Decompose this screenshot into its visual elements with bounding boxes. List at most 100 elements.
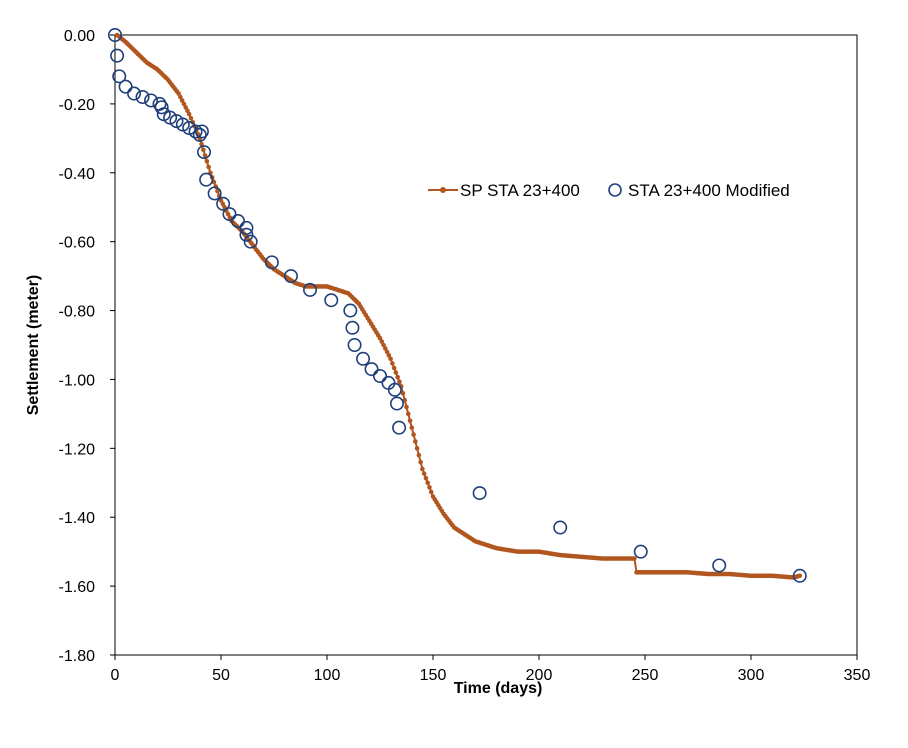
- sp-sta-point: [202, 153, 208, 158]
- sta-modified-point: [110, 48, 125, 63]
- sp-sta-point: [407, 418, 413, 424]
- legend: SP STA 23+400 STA 23+400 Modified: [428, 181, 790, 200]
- sta-modified-point: [392, 420, 407, 435]
- sta-modified-point: [192, 127, 207, 142]
- sp-sta-point: [388, 356, 393, 362]
- sp-sta-point: [418, 459, 423, 465]
- y-tick-label: -1.60: [59, 579, 96, 596]
- sta-modified-point: [216, 196, 231, 211]
- x-tick-label: 250: [632, 667, 659, 684]
- plot-area: [114, 34, 858, 656]
- sp-sta-point: [186, 111, 192, 117]
- y-axis-ticks: 0.00 -0.20 -0.40 -0.60 -0.80 -1.00 -1.20 -1.40 -…: [59, 28, 115, 665]
- sta-modified-point: [356, 351, 371, 366]
- sp-sta-point: [201, 147, 206, 153]
- y-tick-label: -1.40: [59, 510, 96, 527]
- y-tick-label: -1.80: [59, 648, 96, 665]
- sp-sta-point: [797, 573, 803, 579]
- sp-sta-point: [632, 556, 637, 561]
- sp-sta-point: [188, 115, 194, 121]
- sta-modified-point: [792, 568, 807, 583]
- sta-modified-point: [222, 207, 237, 222]
- x-axis-ticks: 0 50 100 150 200 250 300 350: [111, 655, 871, 684]
- y-tick-label: -1.20: [59, 441, 96, 458]
- y-tick-label: -0.40: [59, 166, 96, 183]
- sp-sta-point: [414, 446, 420, 451]
- sp-sta-point: [181, 101, 187, 107]
- sp-sta-point: [185, 108, 190, 114]
- sp-sta-point: [225, 211, 231, 217]
- sta-modified-point: [230, 214, 245, 229]
- sta-modified-point: [135, 90, 150, 105]
- sp-sta-point: [204, 159, 210, 164]
- legend-label-sp-sta: SP STA 23+400: [460, 181, 580, 200]
- sp-sta-point: [176, 91, 181, 96]
- sta-modified-point: [372, 368, 387, 383]
- legend-marker-sta-modified: [608, 183, 622, 197]
- sp-sta-point: [178, 94, 183, 100]
- sp-sta-point: [402, 397, 408, 403]
- sta-modified-point: [239, 220, 254, 235]
- sta-modified-point: [324, 293, 339, 308]
- sp-sta-point: [227, 215, 233, 220]
- sp-sta-point: [386, 353, 392, 358]
- series-layer: [108, 27, 807, 583]
- sp-sta-point: [400, 390, 406, 396]
- sp-sta-point: [395, 374, 400, 380]
- sta-modified-point: [207, 186, 222, 201]
- y-tick-label: -1.00: [59, 372, 96, 389]
- sp-sta-point: [381, 342, 386, 348]
- sp-sta-point: [423, 475, 429, 481]
- sp-sta-point: [379, 339, 385, 344]
- sp-sta-point: [420, 466, 425, 472]
- sp-sta-point: [411, 432, 416, 437]
- sta-modified-point: [347, 337, 362, 352]
- y-axis-title: Settlement (meter): [25, 275, 42, 415]
- sta-modified-point: [243, 234, 258, 249]
- sta-modified-point: [712, 558, 727, 573]
- sta-modified-point: [239, 227, 254, 242]
- sp-sta-point: [179, 98, 185, 103]
- sta-modified-point: [127, 86, 142, 101]
- x-tick-label: 200: [526, 667, 553, 684]
- x-tick-label: 50: [212, 667, 230, 684]
- sta-modified-point: [364, 362, 379, 377]
- sta-modified-point: [199, 172, 214, 187]
- sta-modified-point: [112, 69, 127, 84]
- x-tick-label: 100: [314, 667, 341, 684]
- sp-sta-point: [377, 335, 383, 341]
- sp-sta-point: [427, 485, 432, 490]
- sta-modified-point: [303, 282, 318, 297]
- y-tick-label: 0.00: [64, 28, 95, 45]
- sp-sta-point: [199, 141, 204, 147]
- sta-modified-point: [553, 520, 568, 535]
- sta-modified-point: [345, 320, 360, 335]
- legend-label-sta-modified: STA 23+400 Modified: [628, 181, 790, 200]
- sp-sta-point: [220, 201, 226, 207]
- sta-modified-point: [472, 486, 487, 501]
- sp-sta-point: [421, 471, 427, 476]
- sta-modified-point: [633, 544, 648, 559]
- y-tick-label: -0.60: [59, 235, 96, 252]
- sta-modified-point: [144, 93, 159, 108]
- sp-sta-point: [404, 404, 409, 410]
- sp-sta-point: [390, 361, 395, 366]
- sta-modified-point: [264, 255, 279, 270]
- sp-sta-point: [383, 346, 388, 351]
- sp-sta-point: [428, 489, 434, 495]
- x-tick-label: 300: [738, 667, 765, 684]
- sta-modified-point: [194, 124, 209, 139]
- sta-modified-point: [387, 382, 402, 397]
- sp-sta-point: [391, 365, 397, 371]
- x-tick-label: 350: [844, 667, 871, 684]
- sta-modified-point: [197, 145, 212, 160]
- sta-modified-point: [188, 124, 203, 139]
- sp-sta-point: [409, 425, 415, 430]
- legend-marker-sp-sta: [440, 187, 446, 193]
- sp-sta-point: [413, 439, 418, 444]
- sp-sta-point: [393, 370, 399, 375]
- y-tick-label: -0.80: [59, 304, 96, 321]
- sta-modified-point: [118, 79, 133, 94]
